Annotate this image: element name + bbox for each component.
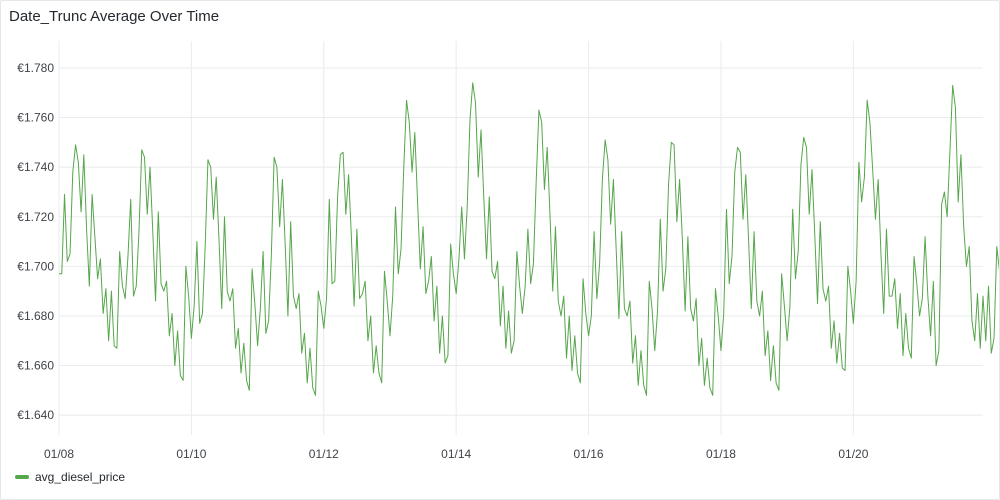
series-line-avg_diesel_price <box>59 82 999 396</box>
x-tick-label: 01/10 <box>176 447 206 461</box>
y-tick-label: €1.740 <box>17 160 54 174</box>
y-tick-label: €1.660 <box>17 359 54 373</box>
y-tick-label: €1.640 <box>17 408 54 422</box>
x-tick-label: 01/16 <box>574 447 604 461</box>
y-tick-label: €1.700 <box>17 259 54 273</box>
x-tick-label: 01/14 <box>441 447 471 461</box>
grid <box>58 41 983 435</box>
y-axis: €1.640 €1.660 €1.680 €1.700 €1.720 €1.740 €1.7… <box>17 61 54 422</box>
legend[interactable]: avg_diesel_price <box>15 470 125 484</box>
y-tick-label: €1.760 <box>17 111 54 125</box>
legend-swatch <box>15 475 29 479</box>
x-axis: 01/08 01/10 01/12 01/14 01/16 01/18 01/20 <box>44 447 869 461</box>
x-tick-label: 01/18 <box>706 447 736 461</box>
y-tick-label: €1.780 <box>17 61 54 75</box>
panel-title[interactable]: Date_Trunc Average Over Time <box>9 8 220 25</box>
x-tick-label: 01/20 <box>838 447 868 461</box>
x-tick-label: 01/08 <box>44 447 74 461</box>
y-tick-label: €1.720 <box>17 210 54 224</box>
y-tick-label: €1.680 <box>17 309 54 323</box>
x-tick-label: 01/12 <box>309 447 339 461</box>
series-layer <box>59 82 999 396</box>
legend-label[interactable]: avg_diesel_price <box>35 470 126 484</box>
